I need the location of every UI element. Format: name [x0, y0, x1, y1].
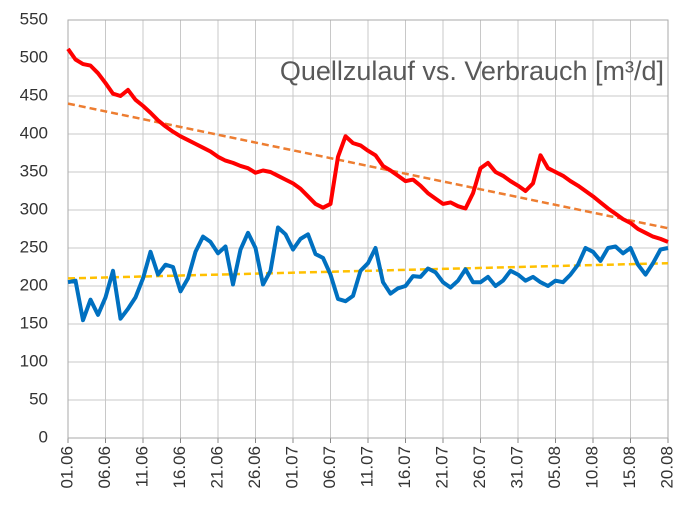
trend-line — [67, 261, 669, 280]
x-tick-label: 11.07 — [357, 446, 376, 487]
x-tick-label: 16.06 — [170, 446, 189, 489]
x-tick-label: 05.08 — [545, 446, 564, 489]
y-tick-label: 250 — [20, 237, 48, 256]
x-tick-label: 21.07 — [432, 446, 451, 489]
y-tick-label: 150 — [20, 313, 48, 332]
x-tick-label: 26.07 — [470, 446, 489, 489]
trend-line — [67, 102, 669, 230]
x-tick-label: 31.07 — [507, 446, 526, 489]
x-tick-label: 01.07 — [282, 446, 301, 489]
x-tick-label: 11.06 — [132, 446, 151, 487]
x-tick-label: 21.06 — [207, 446, 226, 489]
y-tick-label: 0 — [39, 427, 48, 446]
plot-border — [67, 19, 669, 439]
x-tick-label: 15.08 — [620, 446, 639, 489]
y-tick-label: 50 — [29, 389, 48, 408]
y-tick-label: 550 — [20, 9, 48, 28]
x-tick-label: 10.08 — [582, 446, 601, 489]
data-line — [66, 47, 669, 244]
y-tick-label: 350 — [20, 161, 48, 180]
x-tick-label: 06.07 — [320, 446, 339, 489]
x-tick-label: 20.08 — [657, 446, 676, 489]
chart-title: Quellzulauf vs. Verbrauch [m³/d] — [280, 56, 664, 86]
y-tick-label: 450 — [20, 85, 48, 104]
y-tick-label: 300 — [20, 199, 48, 218]
x-tick-label: 06.06 — [95, 446, 114, 489]
y-tick-label: 200 — [20, 275, 48, 294]
x-tick-label: 01.06 — [57, 446, 76, 489]
y-tick-label: 100 — [20, 351, 48, 370]
x-tick-label: 16.07 — [395, 446, 414, 489]
y-tick-label: 400 — [20, 123, 48, 142]
data-line — [67, 225, 669, 323]
y-tick-label: 500 — [20, 47, 48, 66]
x-tick-label: 26.06 — [245, 446, 264, 489]
